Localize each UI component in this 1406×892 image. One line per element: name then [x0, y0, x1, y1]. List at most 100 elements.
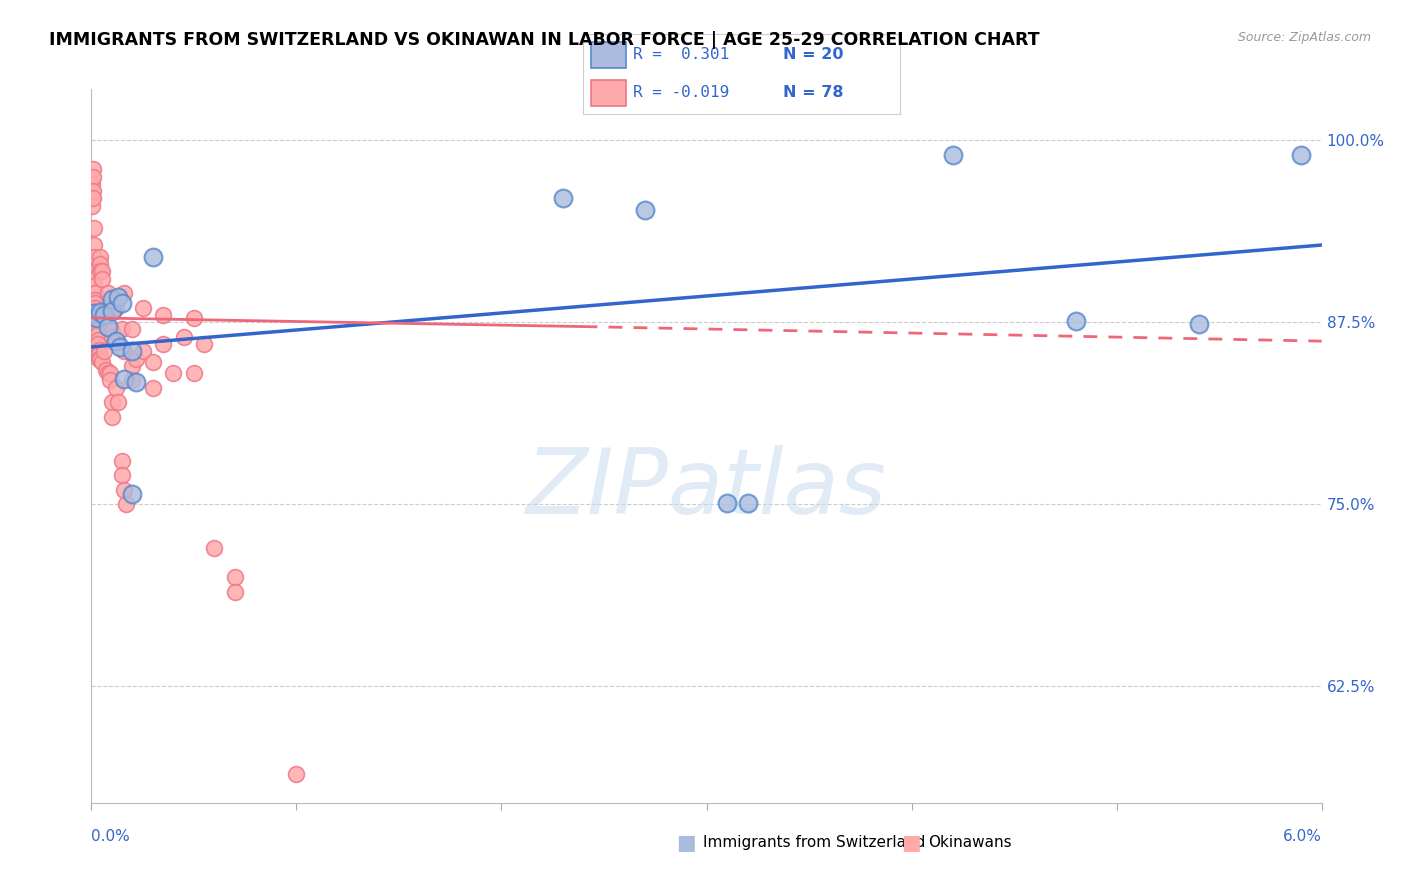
Point [716, 496, 738, 510]
Text: N = 20: N = 20 [783, 47, 844, 62]
Point [82, 184, 104, 198]
Point [98, 366, 121, 380]
Point [224, 570, 246, 584]
Point [86, 315, 108, 329]
Point [112, 344, 135, 359]
Point [86, 322, 108, 336]
Point [86, 319, 108, 334]
Point [112, 483, 135, 497]
Point [111, 296, 134, 310]
Bar [592, 42, 626, 69]
Point [86, 326, 108, 341]
Point [89, 250, 111, 264]
Text: 6.0%: 6.0% [1282, 830, 1322, 844]
Point [83, 220, 105, 235]
Point [90, 354, 112, 368]
Point [142, 354, 165, 368]
Point [107, 395, 129, 409]
Point [86, 308, 108, 322]
Point [112, 286, 135, 301]
Point [84, 301, 107, 315]
Point [82, 162, 104, 177]
Point [105, 334, 127, 348]
Point [112, 372, 135, 386]
Point [101, 303, 124, 318]
Text: Okinawans: Okinawans [928, 836, 1011, 850]
Text: N = 78: N = 78 [783, 85, 844, 100]
Point [97, 319, 120, 334]
Point [115, 497, 138, 511]
Text: R = -0.019: R = -0.019 [633, 85, 728, 100]
Point [101, 324, 124, 338]
Point [101, 409, 124, 424]
Text: Source: ZipAtlas.com: Source: ZipAtlas.com [1237, 31, 1371, 45]
Point [89, 351, 111, 366]
Point [83, 306, 105, 320]
Point [131, 344, 153, 359]
Text: R =  0.301: R = 0.301 [633, 47, 728, 62]
Point [94, 363, 117, 377]
Point [83, 250, 105, 264]
Point [83, 271, 105, 285]
Point [285, 766, 308, 780]
Point [105, 301, 127, 315]
Point [84, 296, 107, 310]
Point [98, 374, 121, 388]
Point [121, 374, 143, 388]
Point [93, 344, 115, 359]
Point [82, 191, 104, 205]
Point [101, 330, 124, 344]
Point [202, 541, 225, 555]
Point [121, 344, 143, 359]
Point [97, 286, 120, 301]
Point [121, 359, 143, 373]
Point [142, 250, 165, 264]
Point [82, 169, 104, 184]
Point [101, 292, 124, 306]
Point [125, 375, 148, 389]
Point [105, 381, 127, 395]
Bar [592, 79, 626, 106]
Point [111, 322, 134, 336]
Point [125, 351, 148, 366]
Point [87, 343, 110, 357]
Point [86, 333, 108, 347]
Text: ■: ■ [676, 833, 696, 853]
Point [101, 395, 124, 409]
Point [82, 177, 104, 191]
Point [107, 290, 129, 304]
Point [121, 322, 143, 336]
Point [1064, 314, 1087, 328]
Text: ZIPatlas: ZIPatlas [526, 445, 887, 533]
Point [173, 330, 195, 344]
Point [93, 308, 115, 322]
Point [90, 264, 112, 278]
Point [1187, 317, 1209, 331]
Point [87, 351, 110, 366]
Point [86, 310, 108, 325]
Point [111, 453, 134, 467]
Point [83, 264, 105, 278]
Text: 0.0%: 0.0% [91, 830, 131, 844]
Point [152, 308, 174, 322]
Point [86, 310, 108, 325]
Point [89, 257, 111, 271]
Point [89, 305, 111, 319]
Point [193, 337, 215, 351]
Point [97, 366, 120, 380]
Point [942, 147, 965, 161]
Point [83, 238, 105, 252]
Point [121, 487, 143, 501]
Point [90, 271, 112, 285]
Point [94, 305, 117, 319]
Point [131, 301, 153, 315]
Point [87, 347, 110, 361]
Point [1289, 147, 1312, 161]
Point [551, 191, 574, 205]
Point [82, 191, 104, 205]
Text: Immigrants from Switzerland: Immigrants from Switzerland [703, 836, 925, 850]
Point [84, 286, 107, 301]
Point [86, 337, 108, 351]
Point [97, 308, 120, 322]
Text: ■: ■ [901, 833, 921, 853]
